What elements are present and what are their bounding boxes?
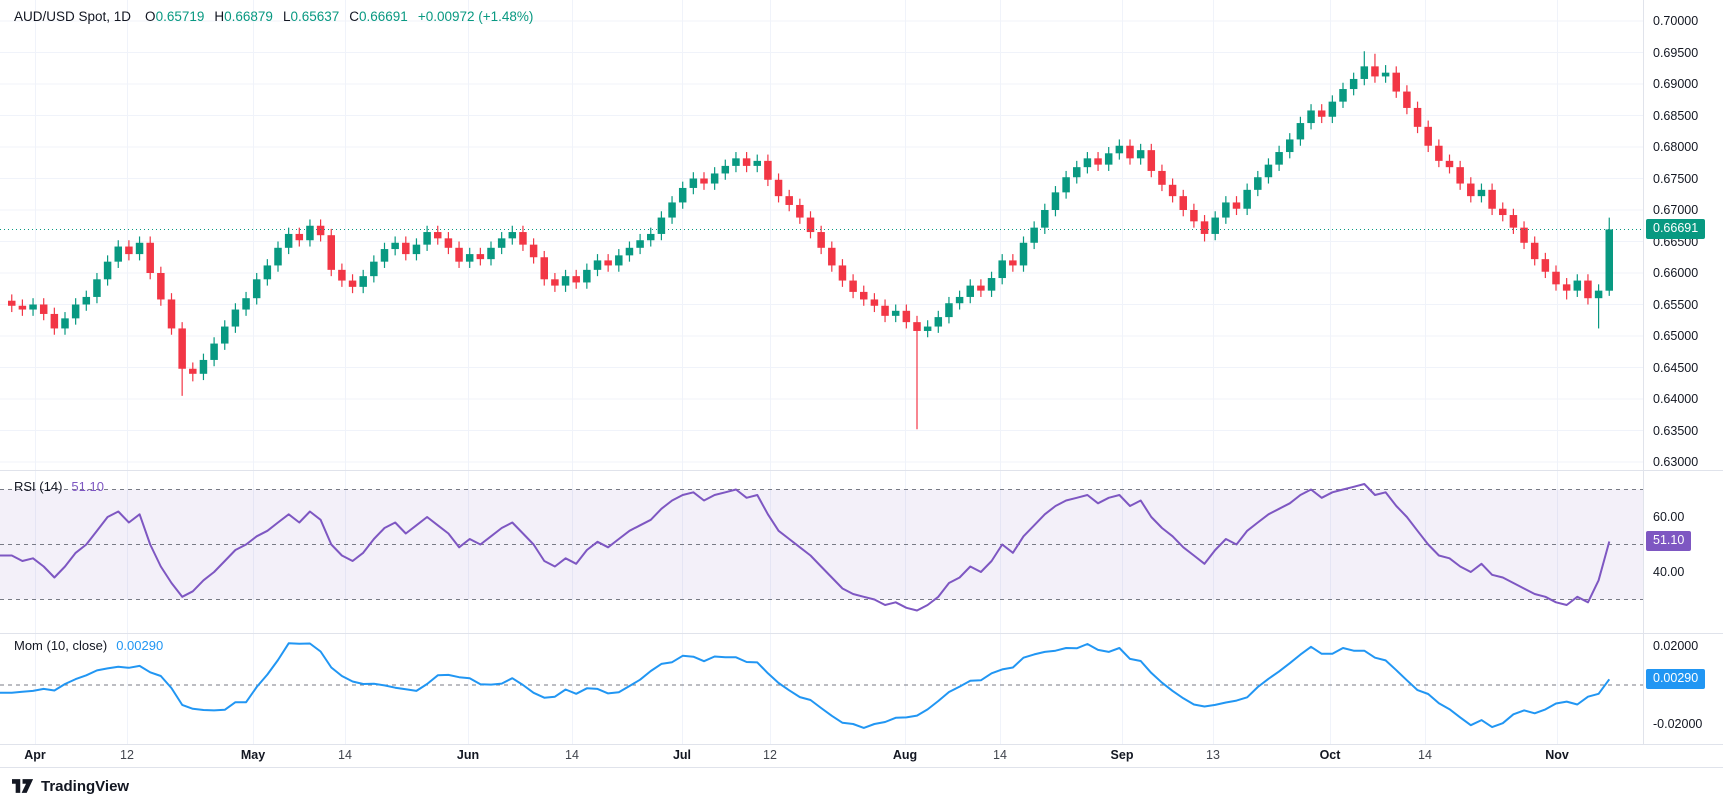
open-label: O bbox=[145, 9, 156, 24]
high-label: H bbox=[214, 9, 225, 24]
ohlc-open: O0.65719 bbox=[145, 9, 204, 24]
time-tick-label: 14 bbox=[565, 748, 579, 762]
pane-separator-rsi[interactable] bbox=[0, 470, 1723, 471]
rsi-value-badge: 51.10 bbox=[1646, 531, 1692, 552]
low-label: L bbox=[282, 9, 291, 24]
time-tick-label: Jul bbox=[672, 748, 692, 762]
close-label: C bbox=[349, 9, 360, 24]
price-tick-label: 0.63000 bbox=[1653, 455, 1699, 469]
price-tick-label: 0.64000 bbox=[1653, 392, 1699, 406]
rsi-tick-label: 60.00 bbox=[1653, 510, 1685, 524]
time-tick-label: 14 bbox=[993, 748, 1007, 762]
mom-tick-label: -0.02000 bbox=[1653, 717, 1703, 731]
time-tick-label: 12 bbox=[120, 748, 134, 762]
time-tick-label: Sep bbox=[1110, 748, 1134, 762]
chart-canvas[interactable] bbox=[0, 0, 1643, 744]
price-tick-label: 0.69500 bbox=[1653, 45, 1699, 60]
price-axis[interactable]: 0.66691 51.10 0.00290 0.70000 0.69500 0.69… bbox=[1644, 0, 1723, 744]
ohlc-low: L0.65637 bbox=[283, 9, 339, 24]
mom-legend[interactable]: Mom (10, close) 0.00290 bbox=[14, 638, 163, 653]
ohlc-close: C0.66691 bbox=[349, 9, 408, 24]
time-tick-label: May bbox=[240, 748, 266, 762]
time-axis-top-border bbox=[0, 744, 1723, 745]
price-tick-label: 0.70000 bbox=[1653, 14, 1699, 28]
price-tick-label: 0.68000 bbox=[1653, 140, 1699, 154]
current-price-badge: 0.66691 bbox=[1646, 219, 1706, 240]
brand-name: TradingView bbox=[41, 777, 130, 795]
tradingview-logo-icon bbox=[12, 779, 34, 793]
time-axis[interactable]: Apr 12 May 14 Jun 14 Jul 12 Aug 14 Sep 13 Oct 14 Nov bbox=[0, 745, 1723, 767]
price-tick-label: 0.69000 bbox=[1653, 77, 1699, 91]
high-value: 0.66879 bbox=[224, 9, 273, 24]
time-tick-label: 14 bbox=[1418, 748, 1432, 762]
pane-separator-mom[interactable] bbox=[0, 633, 1723, 634]
rsi-tick-label: 40.00 bbox=[1653, 565, 1685, 579]
price-tick-label: 0.66000 bbox=[1653, 266, 1699, 280]
price-tick-label: 0.68500 bbox=[1653, 108, 1699, 123]
rsi-title: RSI (14) bbox=[14, 479, 63, 494]
mom-value-badge: 0.00290 bbox=[1646, 669, 1706, 690]
price-tick-label: 0.67000 bbox=[1653, 203, 1699, 217]
rsi-legend[interactable]: RSI (14) 51.10 bbox=[14, 479, 104, 494]
mom-title: Mom (10, close) bbox=[14, 638, 108, 653]
symbol-title: AUD/USD Spot, 1D bbox=[14, 9, 132, 24]
low-value: 0.65637 bbox=[290, 9, 340, 24]
symbol-legend[interactable]: AUD/USD Spot, 1D O0.65719 H0.66879 L0.65… bbox=[14, 9, 533, 24]
time-axis-bottom-border bbox=[0, 767, 1723, 768]
time-tick-label: 12 bbox=[763, 748, 777, 762]
tradingview-logo-link[interactable]: TradingView bbox=[12, 778, 129, 795]
time-tick-label: Apr bbox=[24, 748, 46, 762]
mom-tick-label: 0.02000 bbox=[1653, 639, 1699, 653]
price-tick-label: 0.65500 bbox=[1653, 297, 1699, 312]
footer: TradingView bbox=[12, 774, 129, 798]
time-tick-label: 13 bbox=[1206, 748, 1220, 762]
time-tick-label: Jun bbox=[456, 748, 480, 762]
time-tick-label: Aug bbox=[892, 748, 918, 762]
time-tick-label: 14 bbox=[338, 748, 352, 762]
price-axis-border bbox=[1643, 0, 1644, 744]
close-value: 0.66691 bbox=[359, 9, 408, 24]
time-tick-label: Nov bbox=[1545, 748, 1569, 762]
mom-value: 0.00290 bbox=[116, 638, 164, 653]
ohlc-high: H0.66879 bbox=[214, 9, 273, 24]
rsi-value: 51.10 bbox=[71, 479, 104, 494]
price-tick-label: 0.64500 bbox=[1653, 360, 1699, 375]
time-tick-label: Oct bbox=[1319, 748, 1341, 762]
price-tick-label: 0.63500 bbox=[1653, 423, 1699, 438]
price-tick-label: 0.67500 bbox=[1653, 171, 1699, 186]
change-value: +0.00972 (+1.48%) bbox=[417, 9, 534, 24]
price-tick-label: 0.65000 bbox=[1653, 329, 1699, 343]
open-value: 0.65719 bbox=[155, 9, 205, 24]
